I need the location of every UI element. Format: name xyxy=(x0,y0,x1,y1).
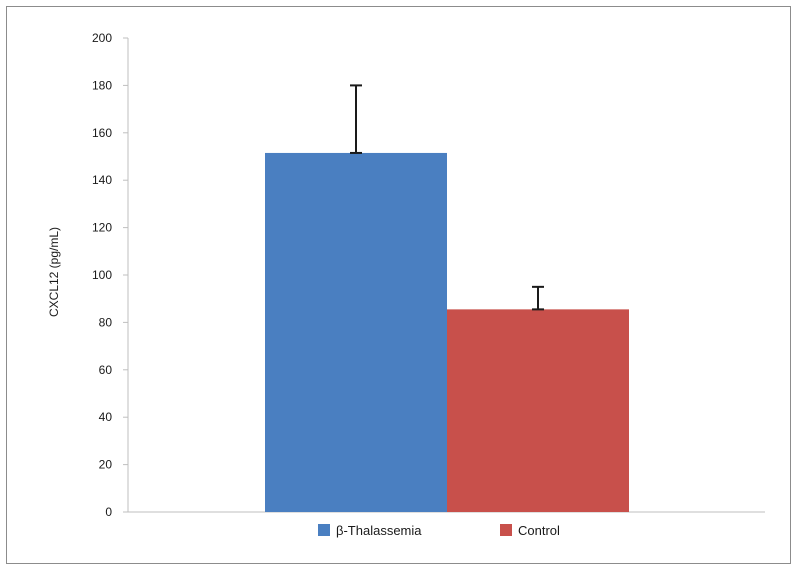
legend-swatch xyxy=(318,524,330,536)
y-tick-label: 140 xyxy=(92,173,112,187)
y-tick-label: 40 xyxy=(99,410,113,424)
y-ticks: 0 20 40 60 80 100 120 140 160 180 200 xyxy=(92,31,128,519)
bar-thalassemia xyxy=(265,152,447,512)
y-tick-label: 20 xyxy=(99,458,113,472)
y-tick-label: 160 xyxy=(92,126,112,140)
y-tick-label: 180 xyxy=(92,78,112,92)
y-tick-label: 0 xyxy=(105,505,112,519)
y-tick-label: 120 xyxy=(92,221,112,235)
legend-label: β-Thalassemia xyxy=(336,523,422,538)
bars xyxy=(265,152,629,512)
y-tick-label: 200 xyxy=(92,31,112,45)
y-axis: 0 20 40 60 80 100 120 140 160 180 200 xyxy=(92,31,129,519)
y-tick-label: 100 xyxy=(92,268,112,282)
legend-swatch xyxy=(500,524,512,536)
legend-label: Control xyxy=(518,523,560,538)
legend: β-Thalassemia Control xyxy=(318,523,560,538)
y-tick-label: 80 xyxy=(99,315,113,329)
bar-control xyxy=(447,309,629,512)
error-bars xyxy=(350,84,544,311)
y-tick-label: 60 xyxy=(99,363,113,377)
y-axis-title: CXCL12 (pg/mL) xyxy=(47,227,61,317)
